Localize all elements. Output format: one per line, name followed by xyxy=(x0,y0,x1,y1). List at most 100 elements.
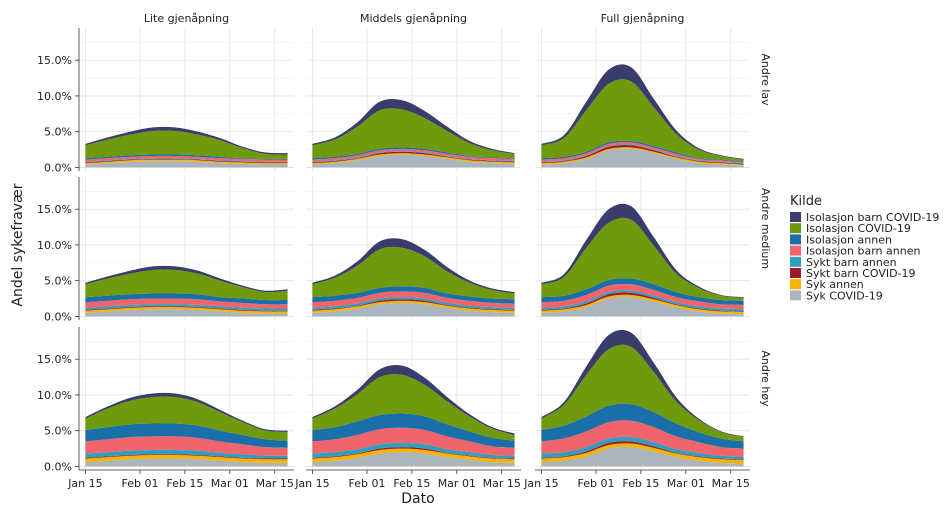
panel-andre-lav-full-gjenapning xyxy=(535,28,750,171)
area-syk-annen xyxy=(312,300,515,313)
x-axis: Jan 15 Feb 01 Feb 15 Mar 01 Mar 15 Jan 15 Feb … xyxy=(67,469,750,490)
area-isolasjon-annen xyxy=(85,154,288,160)
area-isolasjon-barn-annen xyxy=(85,298,288,309)
y-tick-label: 15.0% xyxy=(37,353,72,366)
area-isolasjon-covid-19 xyxy=(312,374,515,441)
area-isolasjon-covid-19 xyxy=(541,79,744,162)
area-isolasjon-barn-annen xyxy=(85,155,288,162)
panel-andre-medium-lite-gjenapning xyxy=(79,177,294,320)
y-tick-label: 0.0% xyxy=(44,161,72,174)
area-sykt-barn-covid-19 xyxy=(85,454,288,460)
legend-swatch xyxy=(790,223,801,234)
area-sykt-barn-annen xyxy=(85,158,288,163)
x-tick-label: Feb 01 xyxy=(577,477,614,490)
row-facet-strips: Andre lav Andre medium Andre høy xyxy=(759,53,772,407)
panel-andre-hoy-middels-gjenapning xyxy=(306,327,521,470)
y-tick-label: 15.0% xyxy=(37,203,72,216)
x-tick-label: Feb 01 xyxy=(348,477,385,490)
panel-andre-lav-middels-gjenapning xyxy=(306,28,521,171)
area-syk-annen xyxy=(541,294,744,315)
area-isolasjon-barn-covid-19 xyxy=(541,64,744,160)
y-tick-label: 5.0% xyxy=(44,275,72,288)
area-sykt-barn-annen xyxy=(312,297,515,310)
area-syk-covid-19 xyxy=(541,148,744,168)
area-isolasjon-covid-19 xyxy=(541,217,744,301)
facet-label-andre-medium: Andre medium xyxy=(759,188,772,269)
area-sykt-barn-covid-19 xyxy=(541,144,744,165)
facet-label-andre-lav: Andre lav xyxy=(759,53,772,106)
facet-label-andre-hoy: Andre høy xyxy=(759,350,772,407)
area-isolasjon-barn-annen xyxy=(312,148,515,162)
legend-swatch xyxy=(790,268,801,278)
legend-item-sykt-barn-covid-19: Sykt barn COVID-19 xyxy=(790,267,916,280)
y-axes: 0.0% 5.0% 10.0% 15.0% 0.0% 5.0% 10.0% 15.0% 0.0%… xyxy=(37,28,80,473)
area-sykt-barn-covid-19 xyxy=(85,158,288,164)
area-syk-annen xyxy=(541,147,744,166)
area-syk-covid-19 xyxy=(85,309,288,317)
chart-panels xyxy=(79,28,750,470)
legend-item-isolasjon-barn-covid-19: Isolasjon barn COVID-19 xyxy=(790,211,939,224)
area-isolasjon-covid-19 xyxy=(312,108,515,159)
legend-label: Syk annen xyxy=(806,278,864,291)
legend-label: Sykt barn COVID-19 xyxy=(806,267,916,280)
panel-andre-hoy-lite-gjenapning xyxy=(79,327,294,470)
y-tick-label: 15.0% xyxy=(37,54,72,67)
area-isolasjon-barn-covid-19 xyxy=(312,238,515,294)
area-syk-annen xyxy=(541,443,744,464)
area-isolasjon-covid-19 xyxy=(85,269,288,301)
x-tick-label: Jan 15 xyxy=(67,477,102,490)
x-tick-label: Feb 15 xyxy=(622,477,659,490)
x-tick-label: Mar 15 xyxy=(483,477,521,490)
area-syk-covid-19 xyxy=(312,154,515,168)
area-isolasjon-covid-19 xyxy=(541,344,744,442)
area-isolasjon-barn-annen xyxy=(541,420,744,457)
area-sykt-barn-covid-19 xyxy=(312,299,515,311)
legend-item-isolasjon-covid-19: Isolasjon COVID-19 xyxy=(790,222,911,235)
area-syk-covid-19 xyxy=(312,302,515,317)
area-isolasjon-annen xyxy=(312,413,515,448)
x-tick-label: Mar 15 xyxy=(712,477,750,490)
area-isolasjon-barn-annen xyxy=(541,283,744,310)
y-tick-label: 5.0% xyxy=(44,425,72,438)
area-sykt-barn-annen xyxy=(312,442,515,459)
facet-label-full-gjenapning: Full gjenåpning xyxy=(601,12,685,25)
area-isolasjon-annen xyxy=(85,293,288,305)
legend-title: Kilde xyxy=(790,194,822,209)
area-sykt-barn-covid-19 xyxy=(541,292,744,313)
facet-label-lite-gjenapning: Lite gjenåpning xyxy=(144,12,229,25)
panel-andre-medium-full-gjenapning xyxy=(535,177,750,320)
area-sykt-barn-covid-19 xyxy=(312,447,515,460)
x-tick-label: Mar 01 xyxy=(211,477,249,490)
y-tick-label: 10.0% xyxy=(37,389,72,402)
legend-item-syk-annen: Syk annen xyxy=(790,278,864,291)
area-isolasjon-annen xyxy=(541,278,744,305)
legend-label: Isolasjon barn COVID-19 xyxy=(806,211,939,224)
area-sykt-barn-annen xyxy=(541,290,744,312)
area-isolasjon-barn-annen xyxy=(85,436,288,456)
x-tick-label: Feb 01 xyxy=(121,477,158,490)
area-isolasjon-barn-annen xyxy=(312,427,515,456)
area-isolasjon-barn-annen xyxy=(312,291,515,308)
area-syk-covid-19 xyxy=(85,160,288,168)
area-syk-annen xyxy=(312,448,515,463)
area-isolasjon-barn-covid-19 xyxy=(541,203,744,298)
x-tick-label: Mar 01 xyxy=(667,477,705,490)
area-syk-annen xyxy=(85,307,288,314)
legend-swatch xyxy=(790,212,801,222)
legend-swatch xyxy=(790,234,801,245)
area-isolasjon-annen xyxy=(85,423,288,448)
x-tick-label: Mar 01 xyxy=(438,477,476,490)
area-syk-covid-19 xyxy=(312,452,515,467)
area-syk-covid-19 xyxy=(85,458,288,467)
x-tick-label: Feb 15 xyxy=(166,477,203,490)
area-isolasjon-annen xyxy=(541,140,744,163)
x-tick-label: Jan 15 xyxy=(294,477,329,490)
legend-label: Isolasjon barn annen xyxy=(806,245,920,258)
legend-item-isolasjon-annen: Isolasjon annen xyxy=(790,233,892,246)
area-isolasjon-annen xyxy=(312,286,515,304)
panel-andre-hoy-full-gjenapning xyxy=(535,327,750,470)
legend-swatch xyxy=(790,245,801,256)
